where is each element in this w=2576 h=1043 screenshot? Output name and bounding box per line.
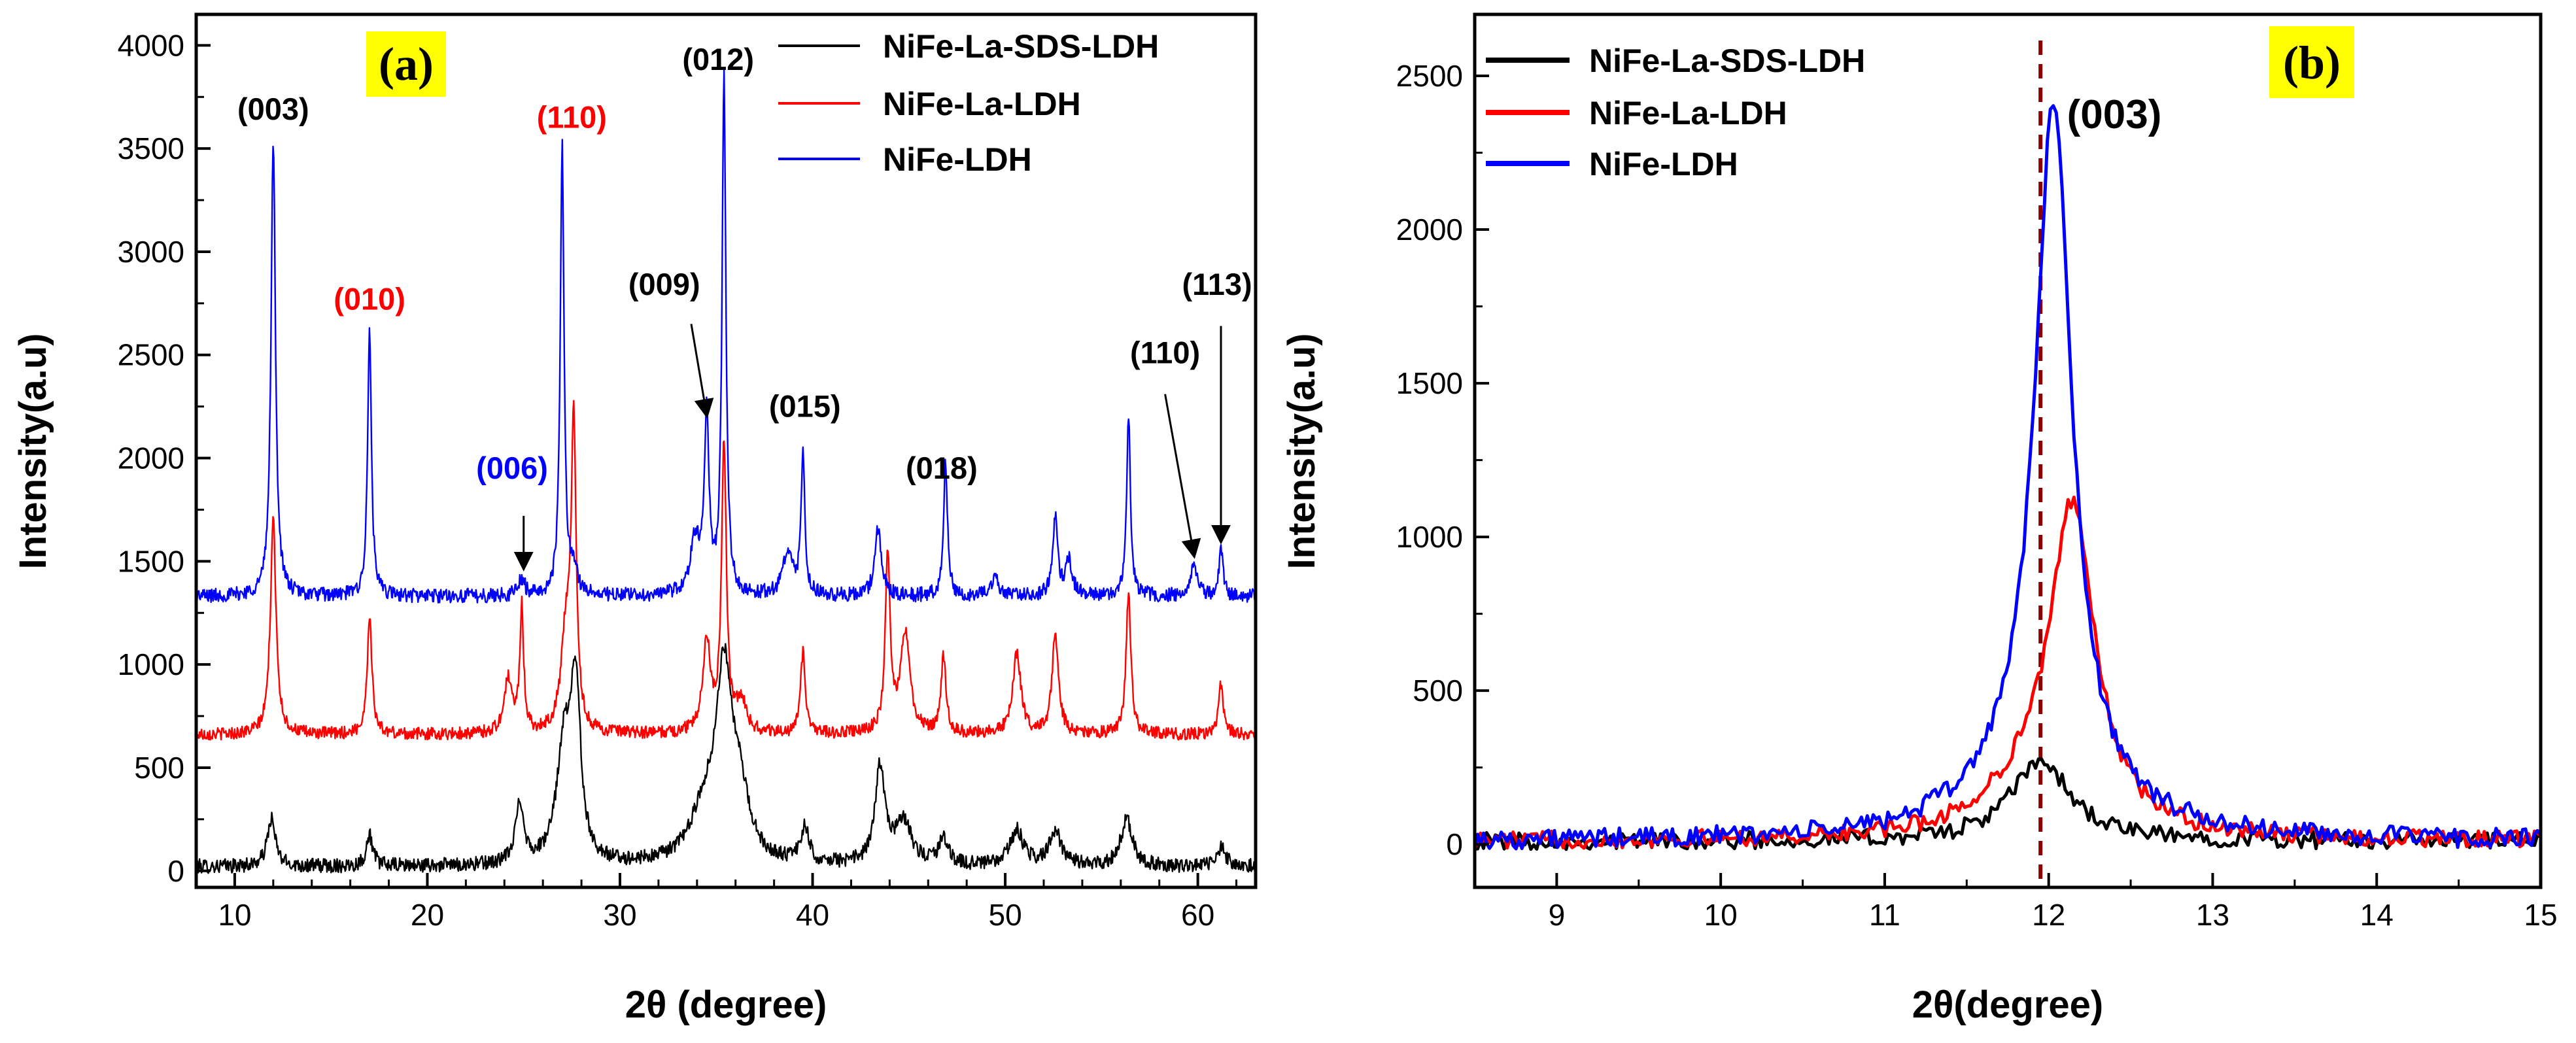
series-a-0 [195, 643, 1256, 874]
panel-b-label: (b) [2283, 37, 2341, 89]
peak-label-a-3: (110) [537, 100, 607, 135]
ytick-label-a-1: 500 [134, 751, 184, 785]
panel-b-frame [1473, 12, 2543, 889]
series-a-2 [195, 68, 1256, 604]
series-a-1 [196, 400, 1256, 741]
panel-a-annotations: (003) (010) (006) (110) (012) (009) (015) (018)… [237, 42, 1252, 572]
peak-label-a-8: (110) [1130, 335, 1200, 369]
ytick-label-a-3: 1500 [118, 544, 184, 578]
ytick-label-a-5: 2500 [118, 338, 184, 372]
xtick-label-a-2: 30 [603, 898, 636, 932]
ytick-label-b-3: 1500 [1396, 366, 1463, 400]
ytick-label-b-2: 1000 [1396, 520, 1463, 554]
xtick-label-a-0: 10 [218, 898, 251, 932]
legend-a-label-1: NiFe-La-LDH [883, 86, 1081, 122]
panel-a-legend: NiFe-La-SDS-LDH NiFe-La-LDH NiFe-LDH [778, 28, 1159, 178]
ytick-label-a-4: 2000 [118, 441, 184, 475]
xtick-label-a-5: 60 [1181, 898, 1214, 932]
ytick-label-b-1: 500 [1413, 674, 1463, 708]
panel-b-legend: NiFe-La-SDS-LDH NiFe-La-LDH NiFe-LDH [1486, 43, 1865, 182]
xtick-label-a-1: 20 [411, 898, 444, 932]
ytick-label-a-8: 4000 [118, 28, 184, 62]
legend-a-label-2: NiFe-LDH [883, 141, 1032, 178]
panel-b-ylabel: Intensity(a.u) [1280, 333, 1323, 570]
peak-label-a-1: (010) [334, 281, 405, 316]
xtick-label-b-4: 13 [2196, 898, 2229, 932]
chart-panel-b: (003) 9 10 11 12 13 14 1505001000150020002500 … [1280, 12, 2558, 1026]
ytick-label-a-0: 0 [167, 854, 184, 888]
xtick-label-b-1: 10 [1704, 898, 1738, 932]
panel-a-label-box [366, 31, 446, 97]
panel-b-ticks: 9 10 11 12 13 14 15 0 500 1000 1500 2000 2500 [1396, 59, 2558, 932]
peak-arrow-a-1 [690, 324, 714, 419]
peak-arrow-a-2 [1164, 394, 1201, 559]
xtick-label-b-2: 11 [1869, 898, 1900, 932]
panel-b-series [1473, 41, 2542, 887]
peak-label-a-2: (006) [476, 451, 548, 485]
panel-b-label-box [2269, 26, 2354, 98]
xtick-label-b-3: 12 [2032, 898, 2065, 932]
panel-a-label: (a) [379, 38, 434, 90]
legend-a-label-0: NiFe-La-SDS-LDH [883, 28, 1159, 65]
ytick-label-b-4: 2000 [1396, 213, 1463, 247]
xtick-label-b-5: 14 [2360, 898, 2394, 932]
panel-a-xlabel: 2θ (degree) [625, 983, 827, 1026]
legend-b-label-0: NiFe-La-SDS-LDH [1589, 43, 1865, 79]
xtick-label-b-6: 15 [2524, 898, 2557, 932]
peak-label-a-7: (018) [906, 451, 978, 485]
legend-b-label-1: NiFe-La-LDH [1589, 95, 1787, 131]
ytick-label-a-7: 3500 [118, 131, 184, 165]
xtick-label-a-3: 40 [796, 898, 829, 932]
panel-a-frame [194, 12, 1258, 889]
ytick-label-b-0: 0 [1446, 827, 1463, 861]
legend-b-label-2: NiFe-LDH [1589, 146, 1738, 182]
xtick-label-b-0: 9 [1549, 898, 1566, 932]
peak-label-a-5: (009) [628, 267, 700, 301]
peak-label-b-0: (003) [2067, 92, 2162, 137]
chart-panel-a: (003) (010) (006) (110) (012) (009) (015) (018)… [12, 12, 1258, 1026]
peak-label-a-6: (015) [769, 388, 841, 423]
panel-a-series [195, 68, 1256, 874]
peak-label-a-4: (012) [682, 42, 754, 77]
panel-b-annotations: (003) [2067, 92, 2162, 137]
ytick-label-a-2: 1000 [118, 647, 184, 681]
peak-label-a-0: (003) [237, 92, 309, 126]
panel-b-xlabel: 2θ(degree) [1912, 983, 2103, 1026]
peak-label-a-9: (113) [1182, 267, 1252, 301]
xtick-label-a-4: 50 [989, 898, 1022, 932]
panel-a-ticks: 10 20 30 40 50 60 0 500 1000 1500 2000 2500 3000 3500… [118, 28, 1238, 932]
series-b-2 [1473, 104, 2542, 851]
panel-a-ylabel: Intensity(a.u) [12, 333, 54, 570]
ytick-label-b-5: 2500 [1396, 59, 1463, 93]
ytick-label-a-6: 3000 [118, 235, 184, 269]
